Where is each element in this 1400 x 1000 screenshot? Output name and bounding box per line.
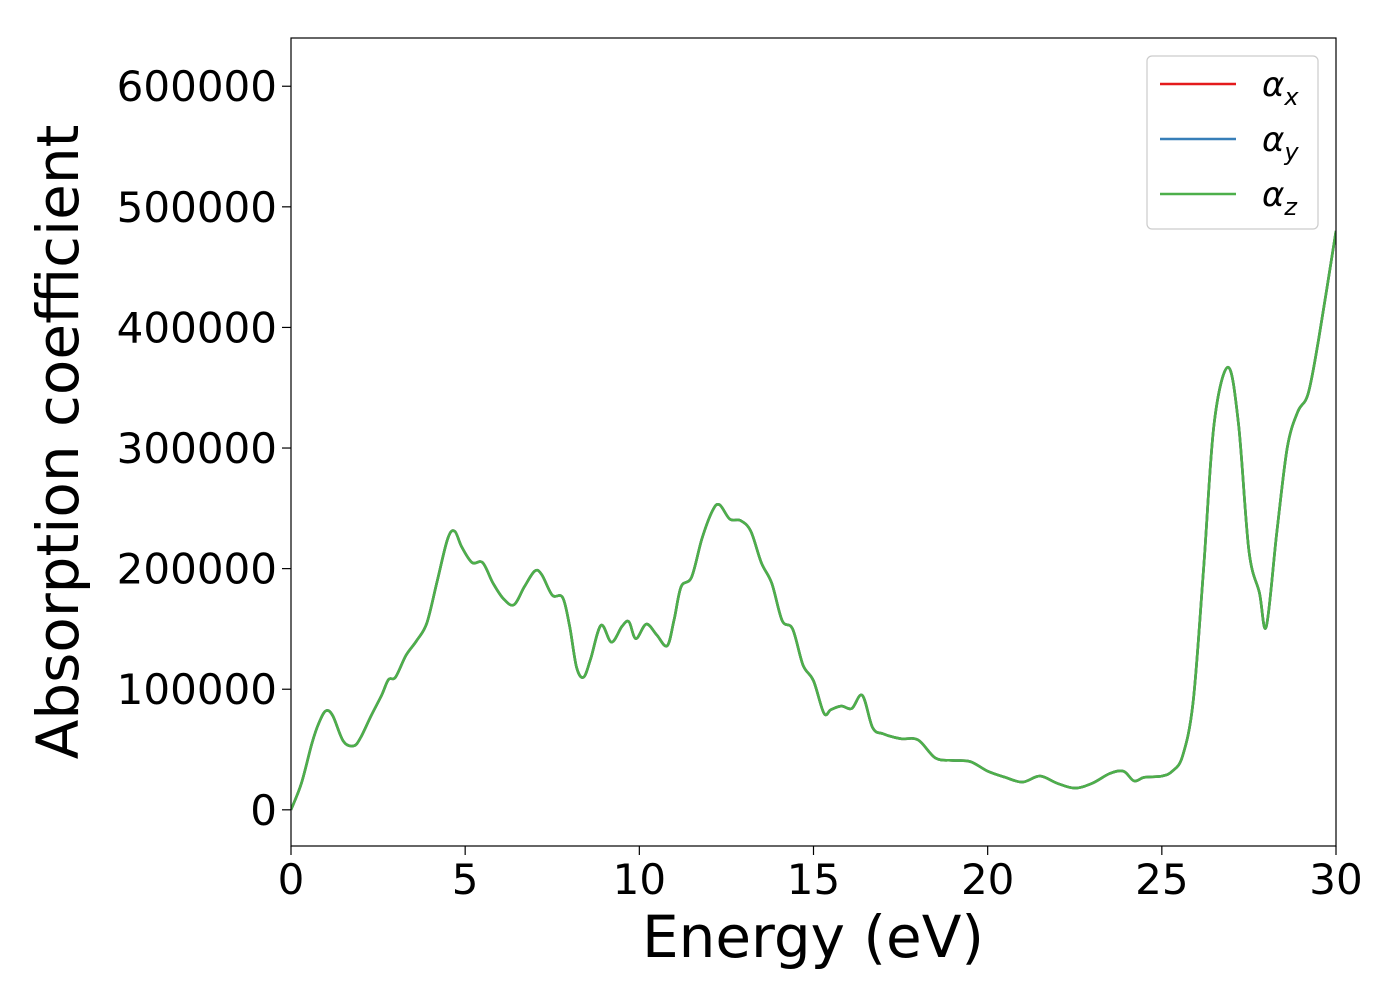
x-tick-label: 15 [787,855,840,904]
y-tick-label: 300000 [117,424,277,473]
y-tick-label: 200000 [117,545,277,594]
legend: αx αy αz [1146,55,1319,230]
legend-label: αy [1262,120,1299,166]
legend-box [1146,55,1319,230]
series-line-z [291,230,1336,811]
legend-label: αz [1262,175,1298,221]
legend-label: αx [1262,65,1299,111]
x-axis-label: Energy (eV) [642,903,984,971]
y-tick-label: 100000 [117,665,277,714]
x-axis: 0 5 10 15 20 25 30 [278,846,1363,904]
plot-area [290,37,1337,847]
y-tick-label: 500000 [117,183,277,232]
x-tick-label: 30 [1309,855,1362,904]
y-tick-label: 400000 [117,303,277,352]
y-axis-label: Absorption coefficient [24,125,92,760]
y-tick-label: 0 [250,786,277,835]
x-tick-label: 5 [452,855,479,904]
x-tick-label: 10 [613,855,666,904]
y-axis: 0 100000 200000 300000 400000 500000 600000 [117,62,291,835]
x-tick-label: 20 [961,855,1014,904]
y-tick-label: 600000 [117,62,277,111]
x-tick-label: 25 [1135,855,1188,904]
x-tick-label: 0 [278,855,305,904]
